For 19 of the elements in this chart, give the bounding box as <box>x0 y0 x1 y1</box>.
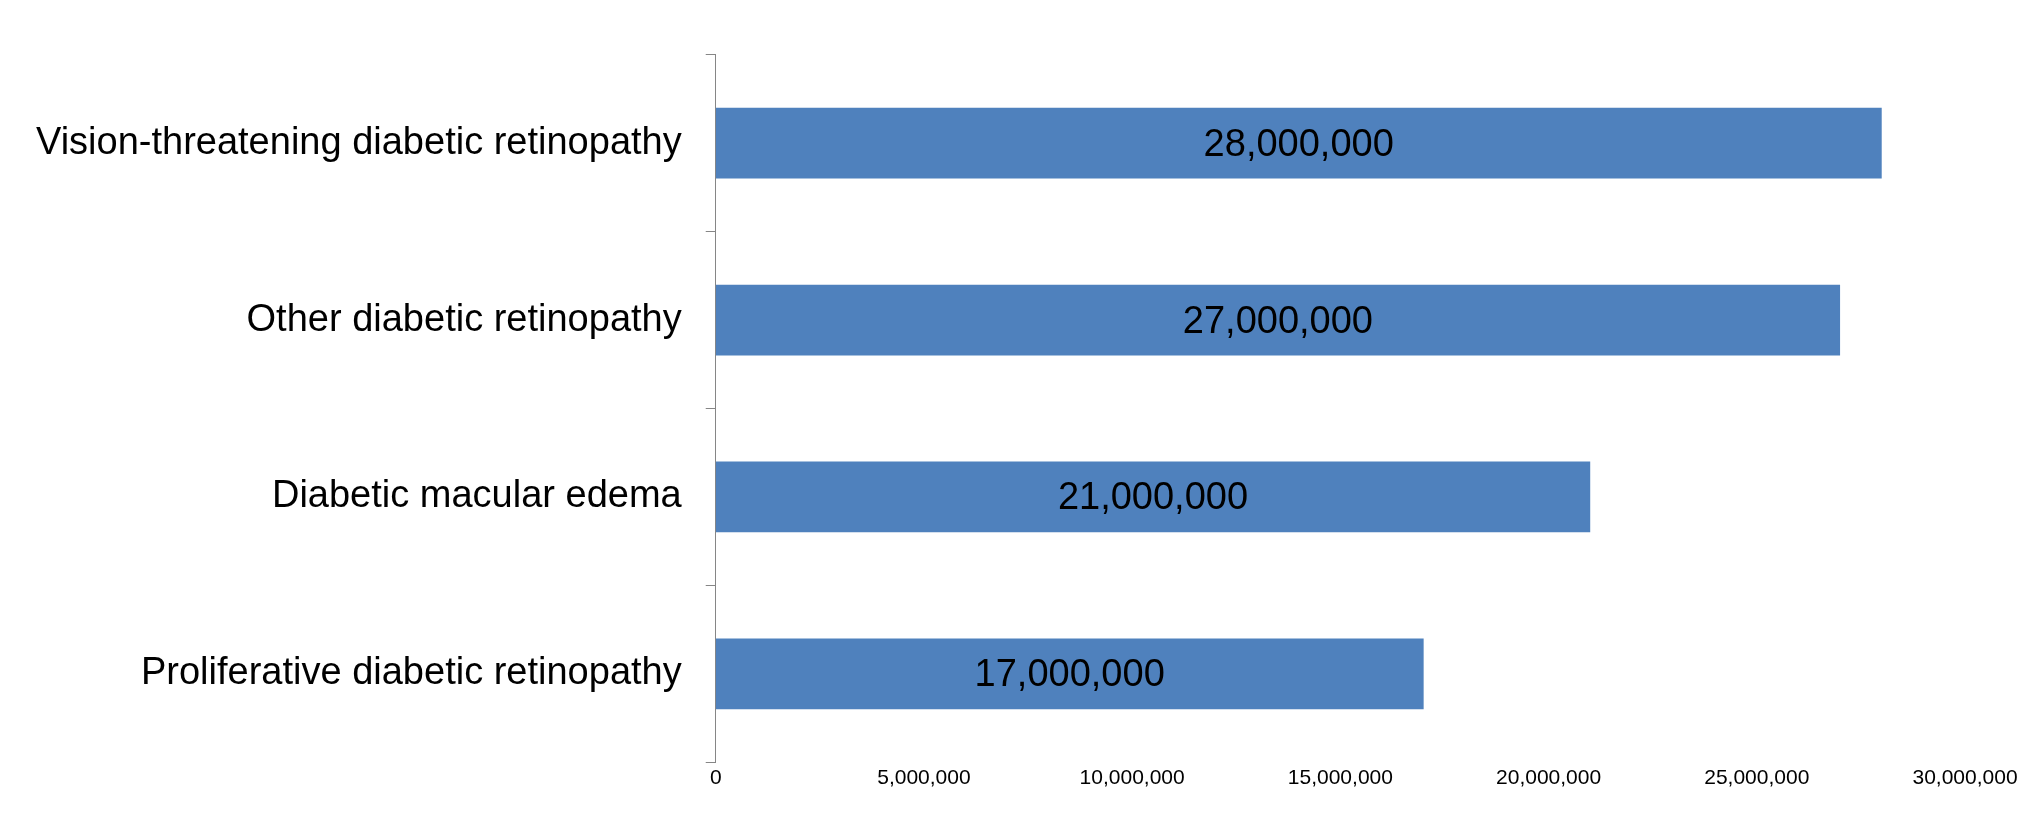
data-label: 27,000,000 <box>1182 298 1373 341</box>
y-tick-label: Other diabetic retinopathy <box>246 296 682 339</box>
y-tick-label: Vision-threatening diabetic retinopathy <box>35 119 682 162</box>
x-tick-label: 10,000,000 <box>1079 764 1185 788</box>
x-tick-label: 15,000,000 <box>1287 764 1393 788</box>
y-tick-label: Proliferative diabetic retinopathy <box>140 650 682 693</box>
bar <box>715 638 1424 710</box>
data-label: 17,000,000 <box>974 652 1165 695</box>
x-tick-label: 0 <box>709 764 722 788</box>
x-tick-label: 30,000,000 <box>1912 764 2018 788</box>
bar <box>715 107 1882 179</box>
bar <box>715 461 1591 533</box>
x-tick-label: 5,000,000 <box>877 764 971 788</box>
x-tick-label: 25,000,000 <box>1704 764 1810 788</box>
x-tick-label: 20,000,000 <box>1496 764 1602 788</box>
bar <box>715 284 1841 356</box>
y-tick-label: Diabetic macular edema <box>271 473 683 516</box>
data-label: 21,000,000 <box>1057 475 1249 518</box>
data-label: 28,000,000 <box>1203 121 1394 164</box>
